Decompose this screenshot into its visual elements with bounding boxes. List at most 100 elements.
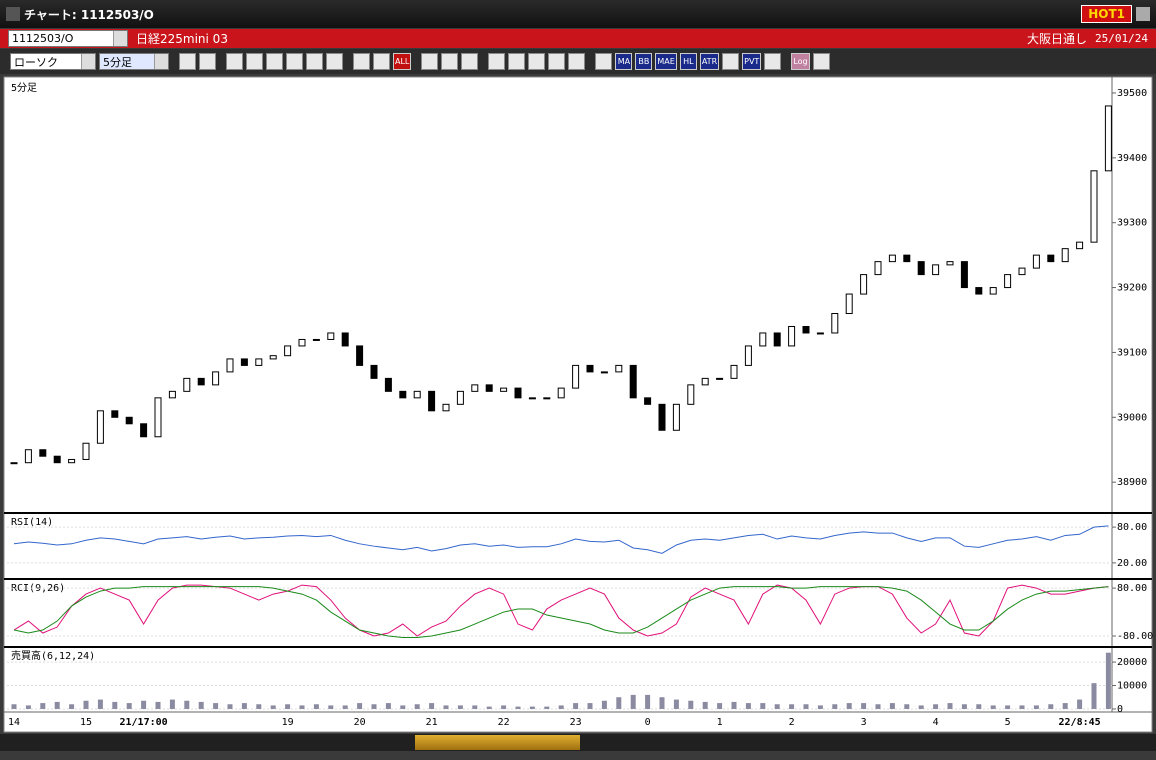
volume-bar — [832, 704, 838, 709]
tool-icon[interactable] — [286, 53, 303, 70]
candle-body — [356, 345, 364, 366]
tool-icon[interactable] — [812, 53, 830, 70]
tool-icon[interactable] — [353, 53, 370, 70]
volume-bar — [97, 699, 103, 709]
candle-body — [53, 455, 61, 464]
y-tick-label: 80.00 — [1117, 522, 1147, 533]
tool-icon[interactable] — [461, 53, 479, 70]
close-button[interactable] — [1136, 7, 1150, 21]
candle-body — [975, 287, 983, 295]
tool-icon[interactable] — [373, 53, 390, 70]
candle-body — [212, 371, 220, 386]
x-tick-label: 19 — [282, 717, 294, 728]
period-select[interactable]: 5分足 — [99, 53, 169, 70]
scrollbar[interactable] — [0, 734, 1156, 751]
volume-bar — [745, 703, 751, 709]
volume-bar — [486, 706, 492, 709]
volume-bar — [429, 703, 435, 709]
date: 25/01/24 — [1095, 32, 1148, 45]
tool-icon[interactable] — [764, 53, 782, 70]
y-tick-label: 39200 — [1117, 283, 1147, 294]
volume-bar — [198, 701, 204, 709]
tool-icon[interactable] — [246, 53, 263, 70]
candle-body — [413, 390, 421, 399]
tool-icon[interactable] — [548, 53, 566, 70]
volume-bar — [141, 700, 147, 709]
toolbar-button[interactable]: ALL — [393, 53, 412, 70]
tool-icon[interactable] — [528, 53, 546, 70]
candle-body — [226, 358, 234, 373]
y-tick-label: 0 — [1117, 704, 1123, 715]
x-tick-label: 22 — [498, 717, 510, 728]
candle-body — [485, 384, 493, 392]
volume-bar — [529, 706, 535, 709]
tool-icon[interactable] — [326, 53, 343, 70]
candle-body — [255, 358, 263, 366]
exchange: 大阪日通し — [1027, 32, 1088, 46]
candle-body — [1090, 170, 1098, 243]
tool-icon[interactable] — [306, 53, 323, 70]
tool-icon[interactable] — [226, 53, 243, 70]
volume-bar — [400, 705, 406, 709]
volume-bar — [328, 705, 334, 709]
candle-body — [802, 325, 810, 334]
toolbar-button[interactable]: BB — [635, 53, 653, 70]
volume-bar — [961, 704, 967, 709]
toolbar-button[interactable]: ATR — [699, 53, 720, 70]
toolbar-button[interactable]: MA — [615, 53, 633, 70]
scroll-thumb[interactable] — [415, 735, 580, 750]
candle-body — [284, 345, 292, 357]
tool-icon[interactable] — [179, 53, 196, 70]
tool-icon[interactable] — [441, 53, 459, 70]
tool-icon[interactable] — [488, 53, 506, 70]
volume-bar — [688, 700, 694, 709]
toolbar-button[interactable]: Log — [791, 53, 810, 70]
volume-bar — [1105, 652, 1111, 709]
candle-body — [442, 403, 450, 412]
candle-body — [1047, 254, 1055, 263]
candle-body — [197, 377, 205, 386]
tool-icon[interactable] — [595, 53, 613, 70]
dropdown-arrow[interactable] — [154, 54, 168, 69]
tool-icon[interactable] — [722, 53, 740, 70]
y-tick-label: 39100 — [1117, 347, 1147, 358]
volume-bar — [904, 704, 910, 709]
dropdown-arrow[interactable] — [81, 54, 95, 69]
toolbar-button[interactable]: PVT — [742, 53, 762, 70]
x-tick-label: 3 — [861, 717, 867, 728]
candle-body — [932, 264, 940, 276]
indicator-line — [13, 525, 1109, 554]
candle-body — [125, 416, 133, 425]
candle-body — [1061, 248, 1069, 263]
dropdown-arrow[interactable] — [113, 31, 127, 46]
toolbar-button[interactable]: HL — [679, 53, 697, 70]
x-tick-label: 20 — [354, 717, 366, 728]
x-tick-label: 23 — [570, 717, 582, 728]
tool-icon[interactable] — [199, 53, 216, 70]
tool-icon[interactable] — [421, 53, 439, 70]
candle-body — [428, 390, 436, 412]
y-tick-label: 20.00 — [1117, 558, 1147, 569]
y-tick-label: -80.00 — [1117, 631, 1153, 642]
volume-bar — [976, 704, 982, 709]
volume-bar — [515, 706, 521, 709]
chart-type-select[interactable]: ローソク — [10, 53, 96, 70]
panel-title: RSI(14) — [11, 517, 53, 528]
volume-bar — [803, 704, 809, 709]
tool-icon[interactable] — [568, 53, 586, 70]
symbol-input[interactable]: 1112503/O — [8, 30, 128, 47]
panel-title: RCI(9,26) — [11, 583, 65, 594]
volume-bar — [457, 705, 463, 709]
hot-badge[interactable]: HOT1 — [1081, 5, 1132, 23]
candle-body — [384, 377, 392, 392]
volume-bar — [54, 701, 60, 709]
volume-bar — [155, 701, 161, 709]
toolbar-button[interactable]: MAE — [655, 53, 677, 70]
panel-title: 5分足 — [11, 82, 37, 94]
volume-bar — [241, 703, 247, 709]
tool-icon[interactable] — [266, 53, 283, 70]
candle-body — [788, 325, 796, 347]
tool-icon[interactable] — [508, 53, 526, 70]
indicator-line — [13, 586, 1109, 639]
indicator-line — [13, 584, 1109, 637]
